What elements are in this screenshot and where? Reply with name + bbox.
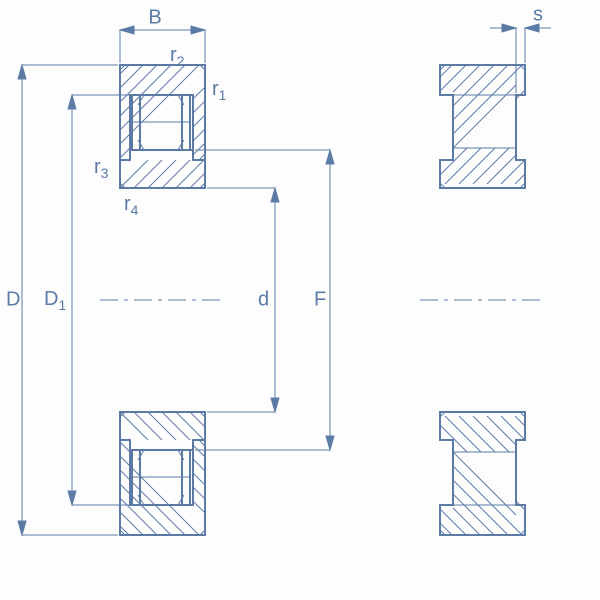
label-d: d: [258, 288, 269, 310]
canvas-bg: [0, 0, 600, 600]
label-r2-sub: 2: [177, 53, 185, 69]
label-D1: D: [44, 288, 58, 310]
label-D: D: [6, 288, 20, 310]
label-s: s: [533, 3, 543, 25]
bearing-diagram: D D1 d F: [0, 0, 600, 600]
label-r3-sub: 3: [101, 165, 109, 181]
label-F: F: [314, 288, 326, 310]
label-r1-sub: 1: [219, 87, 227, 103]
label-r4-sub: 4: [131, 202, 139, 218]
label-D1-sub: 1: [58, 297, 66, 313]
label-B: B: [148, 6, 161, 28]
